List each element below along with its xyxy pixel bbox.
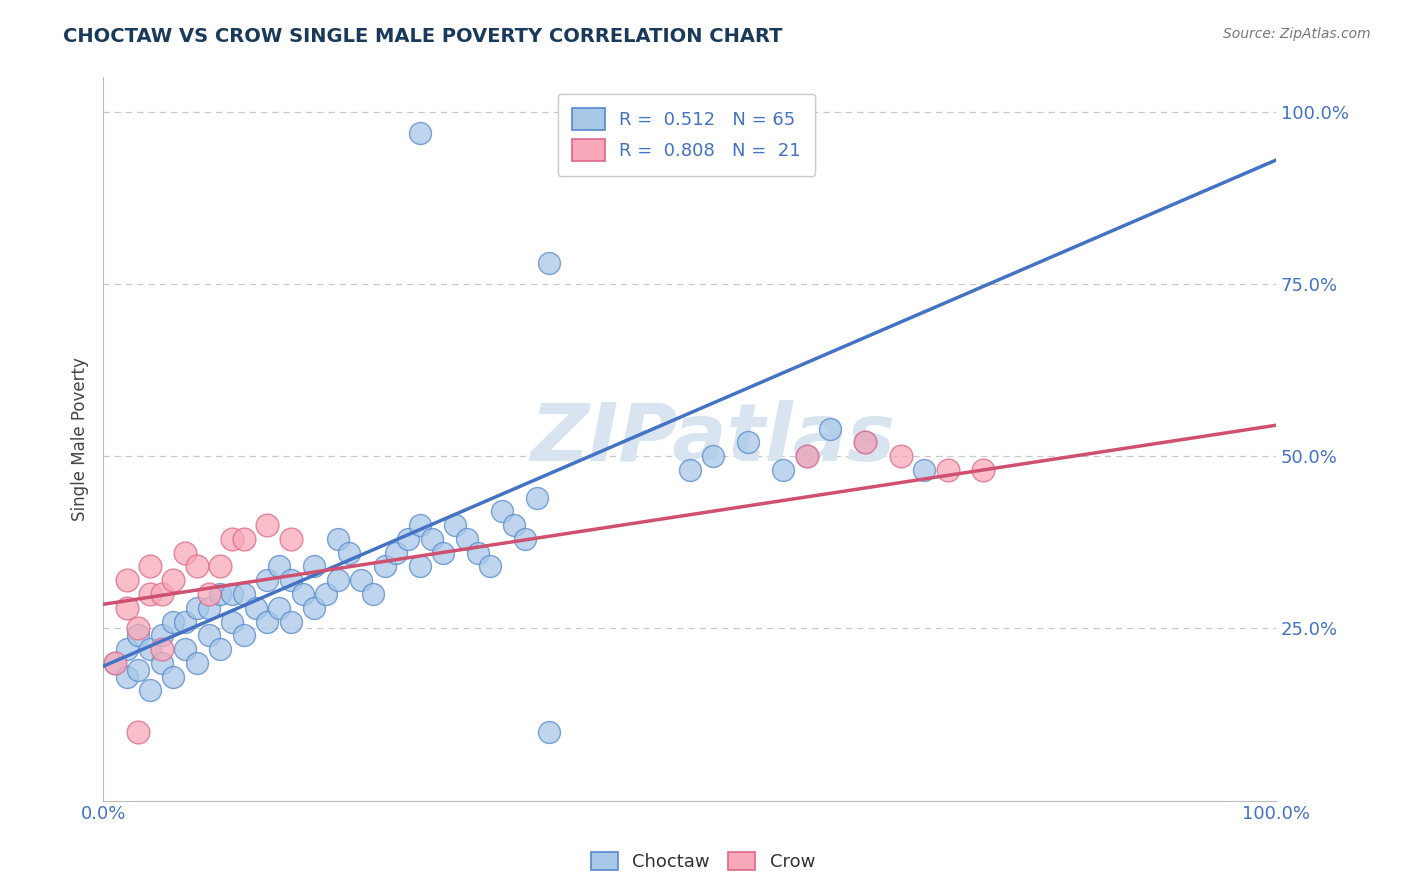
Point xyxy=(855,435,877,450)
Point xyxy=(162,615,184,629)
Point xyxy=(139,642,162,657)
Point xyxy=(139,587,162,601)
Point xyxy=(526,491,548,505)
Point xyxy=(432,546,454,560)
Point xyxy=(912,463,935,477)
Point xyxy=(491,504,513,518)
Point xyxy=(127,663,149,677)
Point xyxy=(256,573,278,587)
Point xyxy=(302,559,325,574)
Legend: Choctaw, Crow: Choctaw, Crow xyxy=(583,845,823,879)
Point xyxy=(291,587,314,601)
Point xyxy=(245,600,267,615)
Point xyxy=(444,518,467,533)
Point xyxy=(280,573,302,587)
Point xyxy=(350,573,373,587)
Point xyxy=(150,587,173,601)
Point xyxy=(127,724,149,739)
Point xyxy=(127,622,149,636)
Point xyxy=(174,615,197,629)
Point xyxy=(186,559,208,574)
Point xyxy=(127,628,149,642)
Point xyxy=(420,532,443,546)
Point xyxy=(972,463,994,477)
Point xyxy=(855,435,877,450)
Text: CHOCTAW VS CROW SINGLE MALE POVERTY CORRELATION CHART: CHOCTAW VS CROW SINGLE MALE POVERTY CORR… xyxy=(63,27,783,45)
Point xyxy=(104,656,127,670)
Point xyxy=(409,559,432,574)
Point xyxy=(479,559,502,574)
Point xyxy=(256,518,278,533)
Point xyxy=(302,600,325,615)
Point xyxy=(409,518,432,533)
Point xyxy=(796,449,818,463)
Point xyxy=(396,532,419,546)
Text: Source: ZipAtlas.com: Source: ZipAtlas.com xyxy=(1223,27,1371,41)
Text: ZIPatlas: ZIPatlas xyxy=(530,400,896,478)
Legend: R =  0.512   N = 65, R =  0.808   N =  21: R = 0.512 N = 65, R = 0.808 N = 21 xyxy=(558,94,815,176)
Point xyxy=(232,532,254,546)
Point xyxy=(796,449,818,463)
Y-axis label: Single Male Poverty: Single Male Poverty xyxy=(72,357,89,521)
Point xyxy=(256,615,278,629)
Point xyxy=(197,587,219,601)
Point xyxy=(515,532,537,546)
Point xyxy=(197,628,219,642)
Point xyxy=(339,546,361,560)
Point xyxy=(209,587,232,601)
Point xyxy=(315,587,337,601)
Point xyxy=(209,642,232,657)
Point xyxy=(385,546,408,560)
Point xyxy=(702,449,724,463)
Point xyxy=(162,670,184,684)
Point xyxy=(115,600,138,615)
Point xyxy=(150,656,173,670)
Point xyxy=(374,559,396,574)
Point xyxy=(162,573,184,587)
Point xyxy=(221,587,243,601)
Point xyxy=(772,463,794,477)
Point xyxy=(537,256,560,270)
Point xyxy=(209,559,232,574)
Point xyxy=(267,600,290,615)
Point xyxy=(150,642,173,657)
Point xyxy=(737,435,759,450)
Point xyxy=(186,600,208,615)
Point xyxy=(174,546,197,560)
Point xyxy=(139,683,162,698)
Point xyxy=(115,670,138,684)
Point xyxy=(104,656,127,670)
Point xyxy=(115,642,138,657)
Point xyxy=(409,126,432,140)
Point xyxy=(361,587,384,601)
Point xyxy=(221,615,243,629)
Point xyxy=(678,463,700,477)
Point xyxy=(820,422,842,436)
Point xyxy=(150,628,173,642)
Point xyxy=(232,587,254,601)
Point xyxy=(174,642,197,657)
Point xyxy=(139,559,162,574)
Point xyxy=(537,724,560,739)
Point xyxy=(890,449,912,463)
Point xyxy=(267,559,290,574)
Point xyxy=(326,573,349,587)
Point xyxy=(280,532,302,546)
Point xyxy=(280,615,302,629)
Point xyxy=(502,518,524,533)
Point xyxy=(221,532,243,546)
Point xyxy=(456,532,478,546)
Point xyxy=(186,656,208,670)
Point xyxy=(326,532,349,546)
Point xyxy=(232,628,254,642)
Point xyxy=(115,573,138,587)
Point xyxy=(467,546,489,560)
Point xyxy=(936,463,959,477)
Point xyxy=(197,600,219,615)
